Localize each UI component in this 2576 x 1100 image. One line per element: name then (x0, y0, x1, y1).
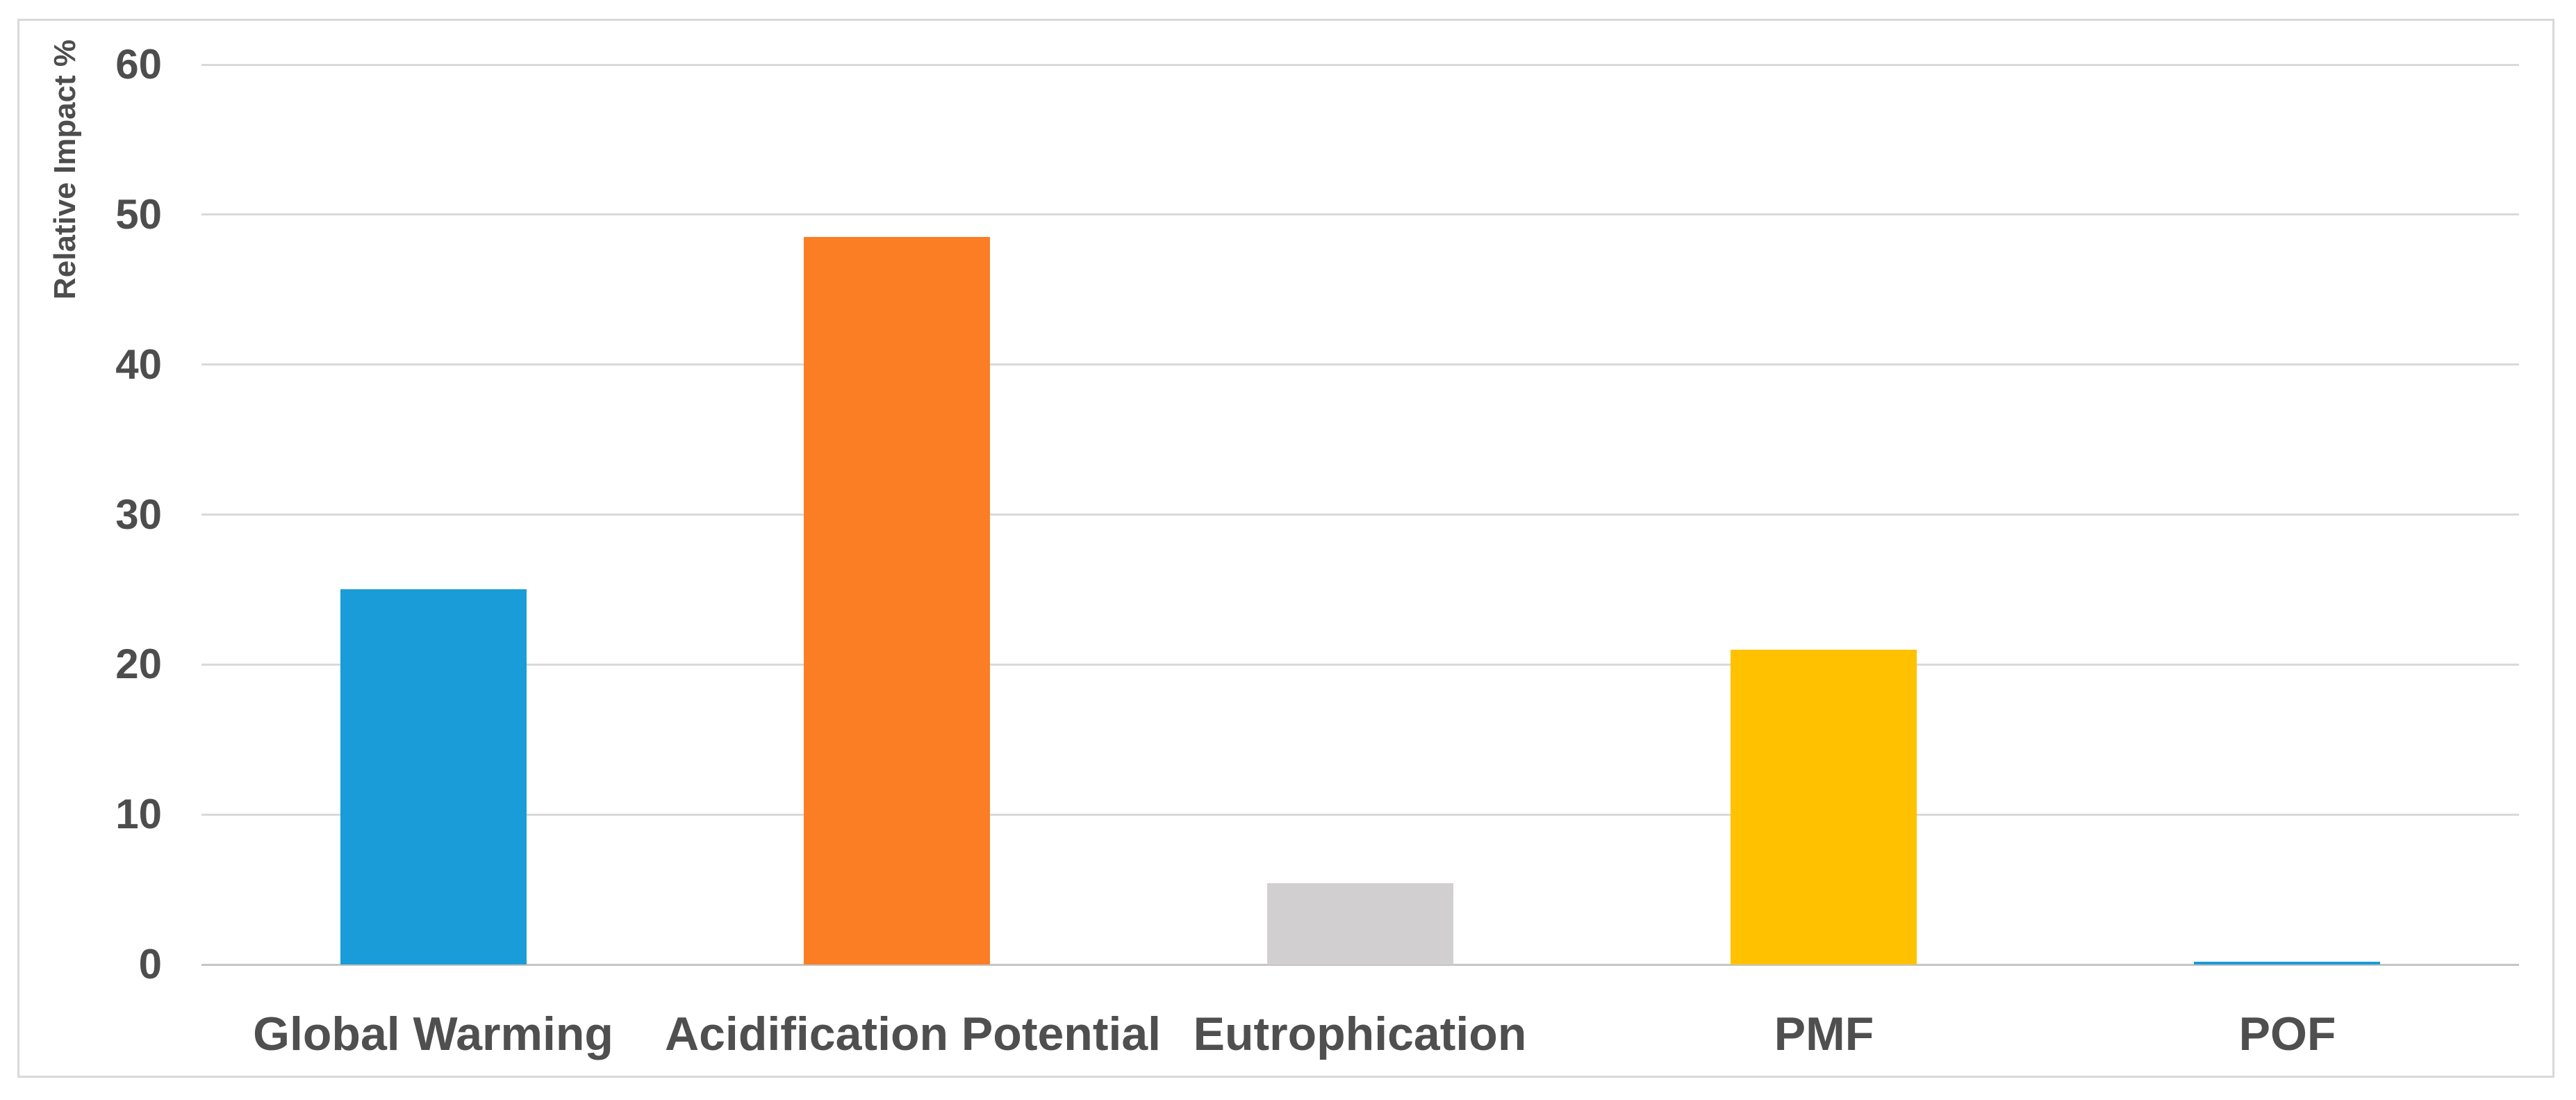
x-axis-label-global-warming: Global Warming (253, 1008, 613, 1060)
chart-frame (17, 19, 2554, 1078)
x-axis-label-acidification-potential: Acidification Potential (665, 1008, 1162, 1060)
y-tick-label-10: 10 (115, 791, 162, 837)
gridline-y-40 (201, 363, 2519, 366)
bar-pof (2194, 962, 2380, 964)
gridline-y-10 (201, 814, 2519, 816)
gridline-y-30 (201, 514, 2519, 516)
y-tick-label-20: 20 (115, 641, 162, 687)
y-tick-label-40: 40 (115, 341, 162, 388)
gridline-y-20 (201, 664, 2519, 666)
x-axis-label-pof: POF (2238, 1008, 2336, 1060)
y-tick-label-50: 50 (115, 191, 162, 238)
x-axis-line (201, 964, 2519, 966)
bar-acidification-potential (804, 237, 990, 964)
x-axis-label-pmf: PMF (1774, 1008, 1874, 1060)
bar-eutrophication (1267, 883, 1453, 964)
y-tick-label-30: 30 (115, 491, 162, 538)
bar-global-warming (340, 589, 527, 964)
y-tick-label-60: 60 (115, 41, 162, 88)
x-axis-label-eutrophication: Eutrophication (1193, 1008, 1527, 1060)
gridline-y-50 (201, 213, 2519, 215)
bar-pmf (1731, 650, 1917, 964)
y-tick-label-0: 0 (138, 941, 162, 987)
gridline-y-60 (201, 64, 2519, 66)
